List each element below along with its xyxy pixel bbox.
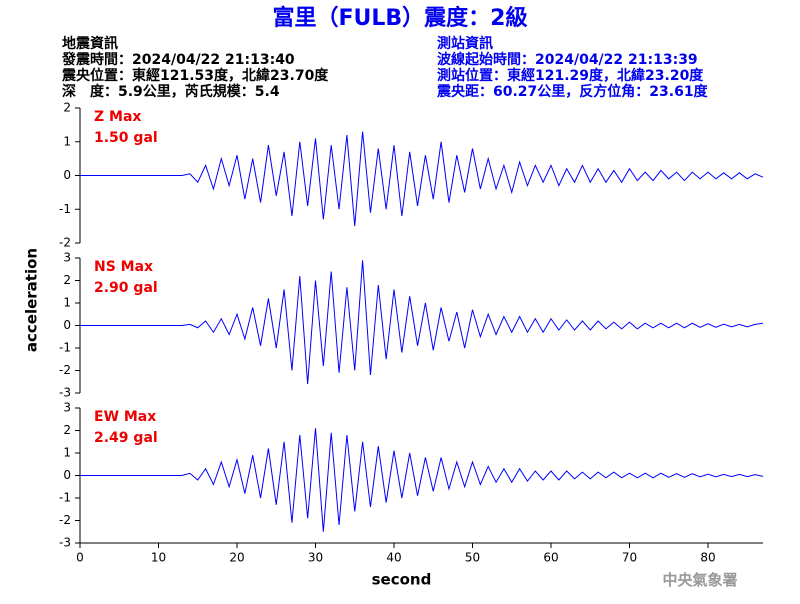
y-tick-label: -2 (59, 363, 71, 377)
x-axis-label: second (372, 571, 432, 589)
component-label: EW Max (94, 409, 156, 425)
y-tick-label: 3 (63, 401, 71, 415)
x-tick-label: 80 (700, 551, 715, 565)
y-tick-label: -3 (59, 536, 71, 550)
event-info: 深 度：5.9公里，芮氏規模：5.4 (62, 83, 280, 100)
max-label: 2.49 gal (94, 430, 158, 446)
y-tick-label: -3 (59, 386, 71, 400)
y-tick-label: 1 (63, 296, 71, 310)
y-tick-label: -1 (59, 202, 71, 216)
event-info: 地震資訊 (62, 35, 118, 52)
max-label: 1.50 gal (94, 130, 158, 146)
y-tick-label: 3 (63, 251, 71, 265)
y-tick-label: -2 (59, 513, 71, 527)
x-tick-label: 10 (151, 551, 166, 565)
waveform (80, 428, 764, 532)
y-tick-label: -1 (59, 491, 71, 505)
event-info: 發震時間：2024/04/22 21:13:40 (61, 51, 295, 68)
x-tick-label: 70 (622, 551, 637, 565)
credit: 中央氣象署 (662, 571, 737, 589)
chart-title: 富里（FULB）震度：2級 (273, 5, 528, 31)
x-tick-label: 0 (76, 551, 84, 565)
station-info: 測站資訊 (437, 35, 493, 52)
x-tick-label: 40 (386, 551, 401, 565)
y-tick-label: -1 (59, 341, 71, 355)
station-info: 測站位置：東經121.29度，北緯23.20度 (437, 67, 704, 84)
x-tick-label: 50 (465, 551, 480, 565)
component-label: Z Max (94, 109, 141, 125)
component-label: NS Max (94, 259, 153, 275)
y-tick-label: 2 (63, 423, 71, 437)
y-axis-label: acceleration (23, 248, 41, 352)
x-tick-label: 60 (543, 551, 558, 565)
y-tick-label: 0 (63, 318, 71, 332)
y-tick-label: 0 (63, 468, 71, 482)
y-tick-label: 2 (63, 101, 71, 115)
max-label: 2.90 gal (94, 280, 158, 296)
waveform (80, 260, 764, 385)
waveform (80, 131, 764, 227)
y-tick-label: 0 (63, 168, 71, 182)
y-tick-label: 1 (63, 446, 71, 460)
x-tick-label: 20 (229, 551, 244, 565)
y-tick-label: 1 (63, 134, 71, 148)
station-info: 震央距：60.27公里，反方位角：23.61度 (436, 83, 709, 100)
x-tick-label: 30 (308, 551, 323, 565)
event-info: 震央位置：東經121.53度，北緯23.70度 (61, 67, 329, 84)
station-info: 波線起始時間：2024/04/22 21:13:39 (437, 51, 698, 68)
y-tick-label: 2 (63, 273, 71, 287)
y-tick-label: -2 (59, 236, 71, 250)
